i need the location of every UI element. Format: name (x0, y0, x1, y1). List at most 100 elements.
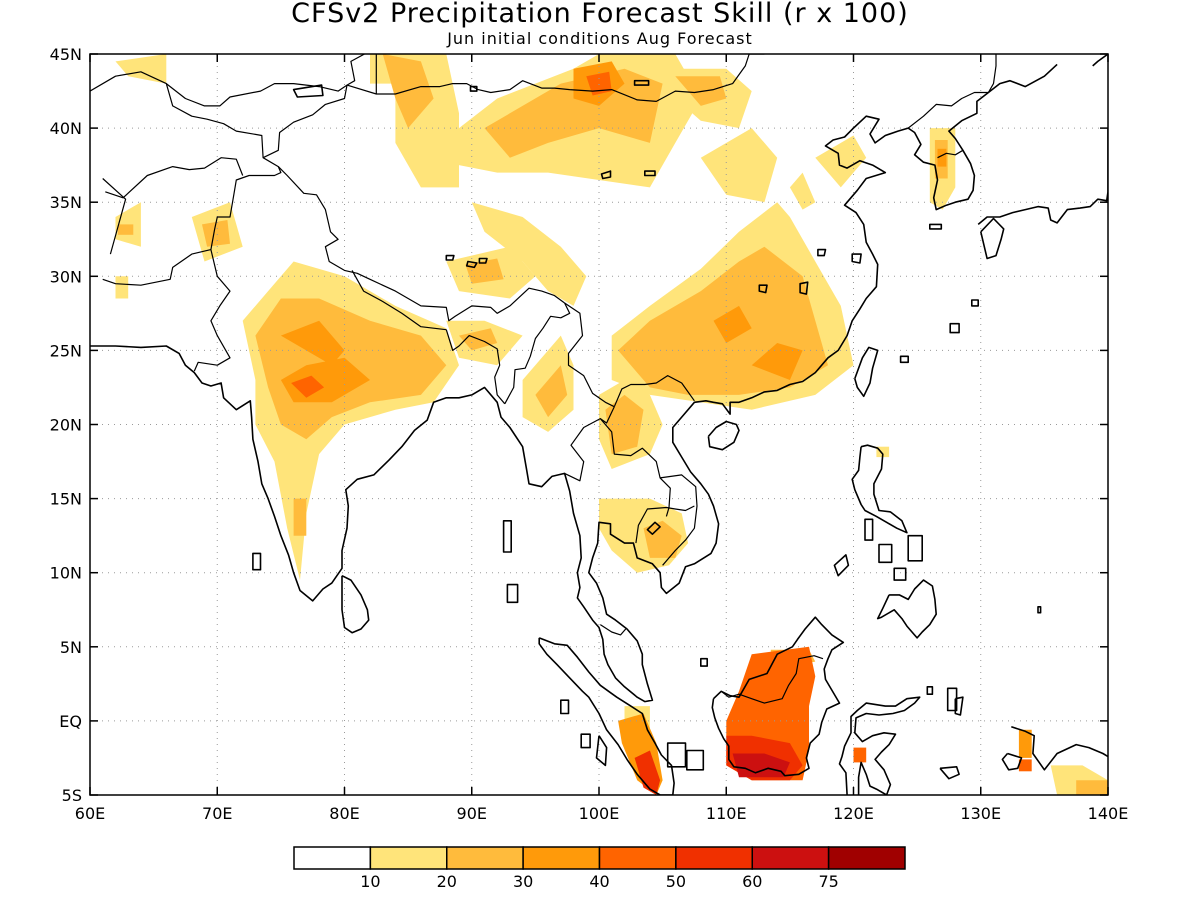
skill-region-17 (115, 276, 129, 299)
country-border (504, 302, 571, 405)
lon-tick-label: 140E (1088, 804, 1129, 823)
skill-region-36 (937, 148, 947, 167)
map-panel: 60E 70E 80E 90E 100E 110E 120E 130E 140E 45N 40N 3… (50, 30, 1129, 823)
country-border (105, 157, 244, 199)
lake (465, 260, 478, 269)
colorbar-tick-label: 30 (513, 872, 533, 891)
island (946, 687, 958, 712)
island (252, 552, 262, 571)
country-border (262, 54, 366, 159)
skill-region-50 (1018, 759, 1032, 772)
colorbar-swatch (522, 846, 601, 870)
longitude-axis: 60E 70E 80E 90E 100E 110E 120E 130E 140E (75, 54, 1129, 823)
skill-region-31 (751, 343, 803, 380)
skill-region-33 (815, 135, 867, 188)
lon-tick-label: 120E (833, 804, 874, 823)
skill-shading-layer (115, 54, 1108, 795)
lat-tick-label: 25N (50, 341, 82, 360)
country-border (599, 624, 627, 636)
lat-tick-label: 5N (60, 638, 82, 657)
lat-tick-label: EQ (59, 712, 82, 731)
country-border (937, 149, 964, 159)
lake (271, 30, 319, 48)
lake (600, 170, 612, 180)
island (1037, 605, 1042, 614)
country-border (987, 54, 997, 93)
island (833, 554, 850, 577)
skill-region-30 (713, 305, 752, 343)
country-border (351, 270, 447, 331)
country-border (599, 406, 615, 424)
coastline (711, 616, 845, 777)
skill-region-1 (370, 54, 459, 188)
latitude-axis: 45N 40N 35N 30N 25N 20N 15N 10N 5N EQ 5S (50, 45, 1108, 805)
lake (633, 79, 650, 86)
colorbar-tick-label: 20 (437, 872, 457, 891)
lat-tick-label: 10N (50, 564, 82, 583)
island (899, 355, 910, 364)
skill-region-48 (853, 747, 867, 763)
lake (445, 254, 455, 261)
country-borders-layer (90, 54, 997, 704)
skill-region-2 (382, 54, 434, 129)
colorbar-swatch (369, 846, 448, 870)
lon-tick-label: 80E (329, 804, 359, 823)
figure-title: CFSv2 Precipitation Forecast Skill (r x … (291, 0, 909, 29)
island (506, 583, 519, 604)
skill-region-32 (789, 172, 816, 210)
colorbar-swatch (446, 846, 524, 870)
coastlines-layer (90, 54, 1108, 795)
lat-tick-label: 5S (62, 786, 82, 805)
skill-region-0 (115, 54, 167, 84)
coastline (876, 579, 938, 639)
coastline (977, 128, 1108, 226)
island (580, 733, 591, 749)
skill-region-47 (634, 750, 661, 795)
lake (799, 281, 809, 295)
country-border (102, 178, 127, 255)
lon-tick-label: 60E (75, 804, 105, 823)
coastline (707, 420, 740, 451)
skill-region-16 (202, 220, 230, 247)
colorbar-swatch (293, 846, 372, 870)
lake (851, 253, 862, 264)
island (926, 685, 934, 696)
colorbar-swatch (751, 846, 830, 870)
skill-region-20 (280, 320, 345, 366)
skill-region-40 (643, 520, 682, 558)
coastline (595, 735, 608, 767)
coastline (838, 696, 921, 795)
lon-tick-label: 90E (457, 804, 487, 823)
skill-region-14 (118, 224, 134, 235)
colorbar-swatch (675, 846, 753, 870)
lat-tick-label: 45N (50, 45, 82, 64)
island (970, 299, 980, 307)
colorbar-tick-label: 10 (360, 872, 380, 891)
lon-tick-label: 70E (202, 804, 232, 823)
skill-region-52 (1076, 780, 1108, 795)
island (949, 322, 960, 334)
skill-region-27 (535, 365, 568, 418)
coastline (90, 63, 1058, 703)
island (864, 518, 874, 541)
skill-region-22 (291, 375, 325, 398)
island (559, 699, 570, 715)
lon-tick-label: 130E (960, 804, 1001, 823)
lat-tick-label: 20N (50, 416, 82, 435)
skill-region-9 (471, 202, 587, 306)
country-border (277, 166, 565, 322)
colorbar-swatch (827, 846, 906, 870)
coastline (851, 444, 908, 534)
island (666, 742, 687, 768)
lat-tick-label: 40N (50, 119, 82, 138)
lake (643, 170, 656, 177)
lake (817, 248, 827, 257)
coastline (538, 637, 675, 795)
colorbar-tick-label: 75 (818, 872, 838, 891)
country-border (445, 329, 506, 405)
coastline (1001, 752, 1023, 771)
coastline (1092, 54, 1108, 67)
country-border (564, 418, 671, 517)
country-border (564, 302, 615, 408)
